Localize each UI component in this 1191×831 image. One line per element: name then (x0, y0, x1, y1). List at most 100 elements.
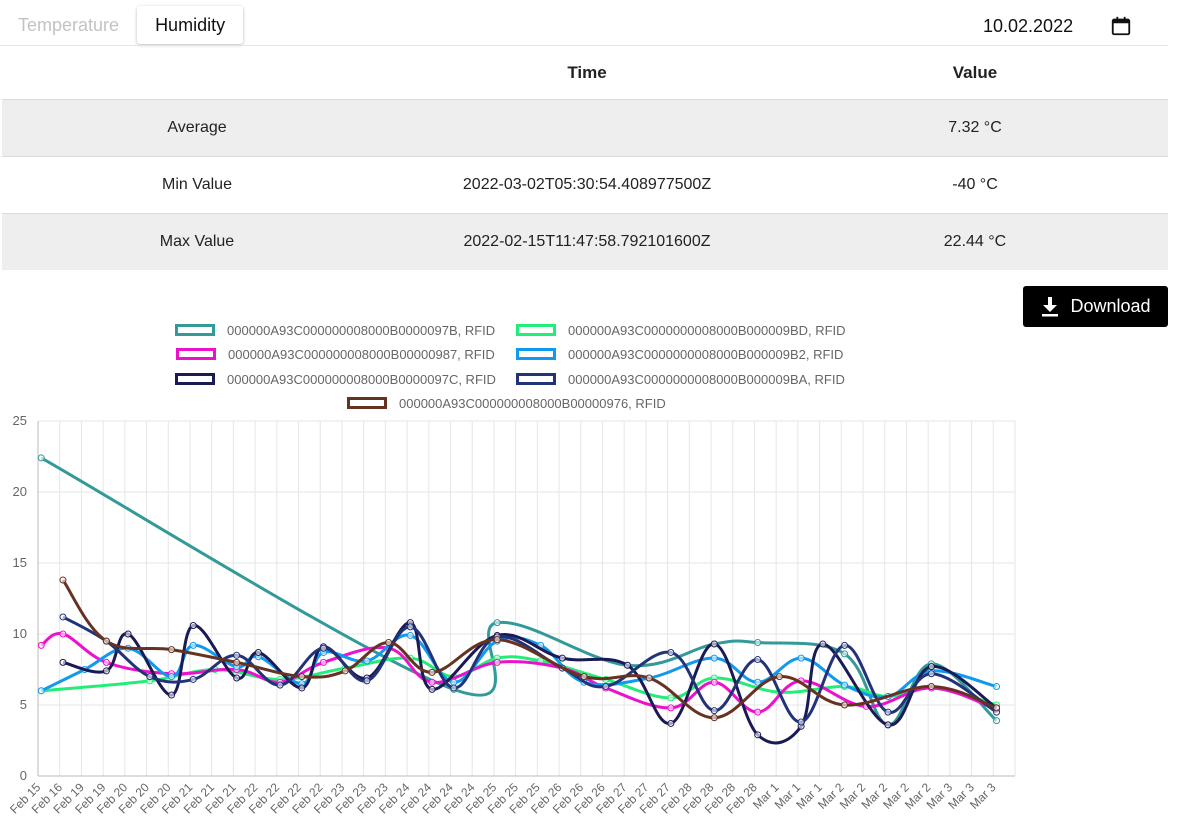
data-point (298, 673, 306, 681)
data-point (884, 708, 892, 716)
data-point (710, 707, 718, 715)
data-point (189, 641, 197, 649)
data-point (363, 677, 371, 685)
data-point (385, 639, 393, 647)
legend-label: 000000A93C000000008000B00000987, RFID (228, 347, 495, 362)
legend-swatch (347, 397, 387, 409)
data-point (254, 648, 262, 656)
legend-swatch (516, 373, 556, 385)
data-point (320, 658, 328, 666)
data-point (710, 714, 718, 722)
row-time: 2022-02-15T11:47:58.792101600Z (392, 213, 782, 270)
table-row-max: Max Value 2022-02-15T11:47:58.792101600Z… (2, 213, 1168, 270)
data-point (797, 654, 805, 662)
data-point (710, 678, 718, 686)
data-point (754, 708, 762, 716)
y-tick-label: 10 (13, 626, 27, 641)
tab-humidity[interactable]: Humidity (137, 6, 244, 44)
calendar-icon[interactable] (1110, 15, 1132, 37)
data-point (927, 670, 935, 678)
data-point (276, 681, 284, 689)
data-point (320, 644, 328, 652)
row-label: Min Value (2, 156, 392, 214)
data-point (667, 694, 675, 702)
data-point (37, 641, 45, 649)
data-point (710, 640, 718, 648)
data-point (168, 691, 176, 699)
data-point (59, 576, 67, 584)
legend-label: 000000A93C0000000008000B000009BD, RFID (568, 323, 846, 338)
legend-label: 000000A93C0000000008000B000009B2, RFID (568, 347, 844, 362)
data-point (37, 687, 45, 695)
data-point (450, 684, 458, 692)
data-point (493, 619, 501, 627)
data-point (884, 721, 892, 729)
data-point (667, 648, 675, 656)
data-point (645, 674, 653, 682)
row-time (392, 99, 782, 157)
data-point (341, 667, 349, 675)
data-point (168, 646, 176, 654)
data-point (102, 637, 110, 645)
data-point (927, 663, 935, 671)
data-point (841, 681, 849, 689)
series-line (40, 456, 998, 727)
y-tick-label: 20 (13, 484, 27, 499)
data-point (754, 639, 762, 647)
series-line (62, 615, 998, 724)
data-point (667, 704, 675, 712)
data-point (37, 454, 45, 462)
row-value: 7.32 °C (782, 99, 1168, 157)
data-point (993, 704, 1001, 712)
data-point (558, 654, 566, 662)
legend-label: 000000A93C000000008000B00000976, RFID (399, 396, 666, 411)
data-point (841, 650, 849, 658)
data-point (841, 701, 849, 709)
data-point (189, 675, 197, 683)
data-point (233, 658, 241, 666)
legend-label: 000000A93C000000008000B0000097B, RFID (227, 323, 496, 338)
data-point (428, 678, 436, 686)
legend-label: 000000A93C0000000008000B000009BA, RFID (568, 372, 845, 387)
data-point (102, 667, 110, 675)
data-point (602, 683, 610, 691)
tab-divider (0, 45, 1168, 46)
row-value: -40 °C (782, 156, 1168, 214)
legend-swatch (175, 373, 215, 385)
data-point (450, 678, 458, 686)
data-point (102, 658, 110, 666)
row-value: 22.44 °C (782, 213, 1168, 270)
tab-bar: Temperature Humidity (0, 6, 244, 46)
y-tick-label: 25 (13, 413, 27, 428)
download-button[interactable]: Download (1023, 286, 1168, 327)
data-point (927, 683, 935, 691)
table-header-row: Time Value (2, 46, 1168, 100)
table-row-average: Average 7.32 °C (2, 99, 1168, 157)
data-point (59, 630, 67, 638)
table-row-min: Min Value 2022-03-02T05:30:54.408977500Z… (2, 156, 1168, 214)
row-label: Average (2, 99, 392, 157)
data-point (406, 631, 414, 639)
legend-swatch (176, 348, 216, 360)
data-point (993, 683, 1001, 691)
header-value: Value (952, 62, 998, 82)
date-input[interactable]: 10.02.2022 (983, 12, 1168, 40)
tab-temperature[interactable]: Temperature (18, 15, 120, 35)
data-point (819, 640, 827, 648)
data-point (710, 654, 718, 662)
data-point (428, 685, 436, 693)
data-point (623, 661, 631, 669)
data-point (59, 658, 67, 666)
y-tick-label: 15 (13, 555, 27, 570)
data-point (797, 718, 805, 726)
data-point (580, 673, 588, 681)
data-point (754, 656, 762, 664)
header-label (2, 46, 392, 100)
legend-swatch (175, 324, 215, 336)
data-point (667, 719, 675, 727)
data-point (406, 623, 414, 631)
header-time: Time (567, 62, 607, 82)
data-point (233, 651, 241, 659)
stats-table: Time Value Average 7.32 °C Min Value 202… (2, 46, 1168, 270)
